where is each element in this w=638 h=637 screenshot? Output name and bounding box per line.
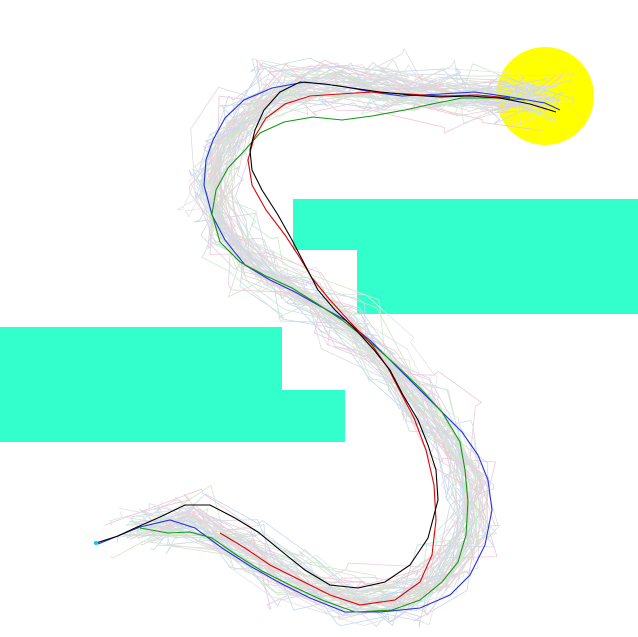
faint-trajectory xyxy=(129,72,563,627)
faint-trajectory xyxy=(147,90,542,613)
faint-trajectory xyxy=(104,59,564,617)
faint-trajectory xyxy=(141,65,523,626)
faint-trajectory xyxy=(118,63,554,611)
faint-trajectory xyxy=(133,75,541,616)
faint-trajectory xyxy=(146,66,558,602)
faint-trajectory xyxy=(141,71,560,595)
path-red xyxy=(219,91,511,606)
faint-trajectory xyxy=(147,72,536,620)
faint-trajectory xyxy=(153,75,551,605)
faint-trajectory xyxy=(130,62,561,627)
faint-trajectory xyxy=(150,67,544,607)
path-black xyxy=(95,81,557,589)
faint-trajectory xyxy=(132,81,549,610)
highlighted-trajectory-group xyxy=(95,81,561,613)
path-green xyxy=(139,97,526,613)
obstacle-upper-right xyxy=(293,199,638,314)
obstacle-lower-left xyxy=(0,327,345,442)
faint-trajectory xyxy=(148,71,558,613)
faint-trajectory xyxy=(130,75,552,614)
faint-trajectory xyxy=(116,67,575,600)
start-marker xyxy=(94,541,98,545)
